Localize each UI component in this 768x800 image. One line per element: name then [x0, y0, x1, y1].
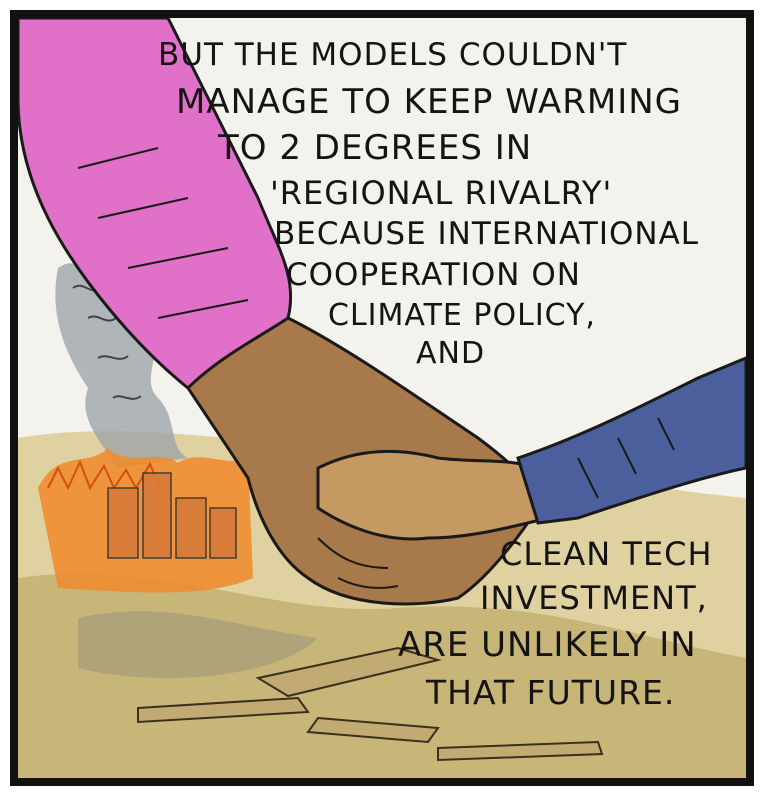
- bottom-caption-line: CLEAN TECH: [500, 535, 713, 573]
- child-hand: [316, 449, 550, 541]
- city-buildings: [107, 472, 237, 559]
- top-caption-line: BUT THE MODELS COULDN'T: [158, 37, 628, 73]
- blue-sleeve: [516, 356, 746, 525]
- bottom-caption: CLEAN TECH INVESTMENT, ARE UNLIKELY IN T…: [398, 538, 713, 709]
- top-caption: BUT THE MODELS COULDN'T MANAGE TO KEEP W…: [158, 40, 699, 369]
- sleeve-folds: [77, 147, 249, 319]
- smoke-swirls: [72, 284, 142, 400]
- top-caption-line: AND: [416, 336, 486, 371]
- smoke-plume: [55, 263, 189, 468]
- ground-grey-patch: [78, 611, 318, 678]
- rubble-debris: [137, 646, 604, 762]
- top-caption-line: COOPERATION ON: [286, 257, 581, 293]
- comic-panel: BUT THE MODELS COULDN'T MANAGE TO KEEP W…: [10, 10, 754, 786]
- top-caption-line: CLIMATE POLICY,: [328, 298, 596, 333]
- bottom-caption-line: ARE UNLIKELY IN: [398, 625, 697, 665]
- top-caption-line: TO 2 DEGREES IN: [218, 128, 533, 168]
- ground-shadow: [18, 573, 746, 778]
- blue-sleeve-folds: [577, 417, 675, 499]
- top-caption-line: 'REGIONAL RIVALRY': [270, 174, 613, 212]
- bottom-caption-line: INVESTMENT,: [480, 579, 708, 617]
- top-caption-line: BECAUSE INTERNATIONAL: [274, 216, 700, 252]
- fire-highlights: [47, 459, 161, 491]
- watercolor-illustration: [18, 18, 746, 778]
- bottom-caption-line: THAT FUTURE.: [426, 673, 676, 712]
- top-caption-line: MANAGE TO KEEP WARMING: [176, 82, 683, 122]
